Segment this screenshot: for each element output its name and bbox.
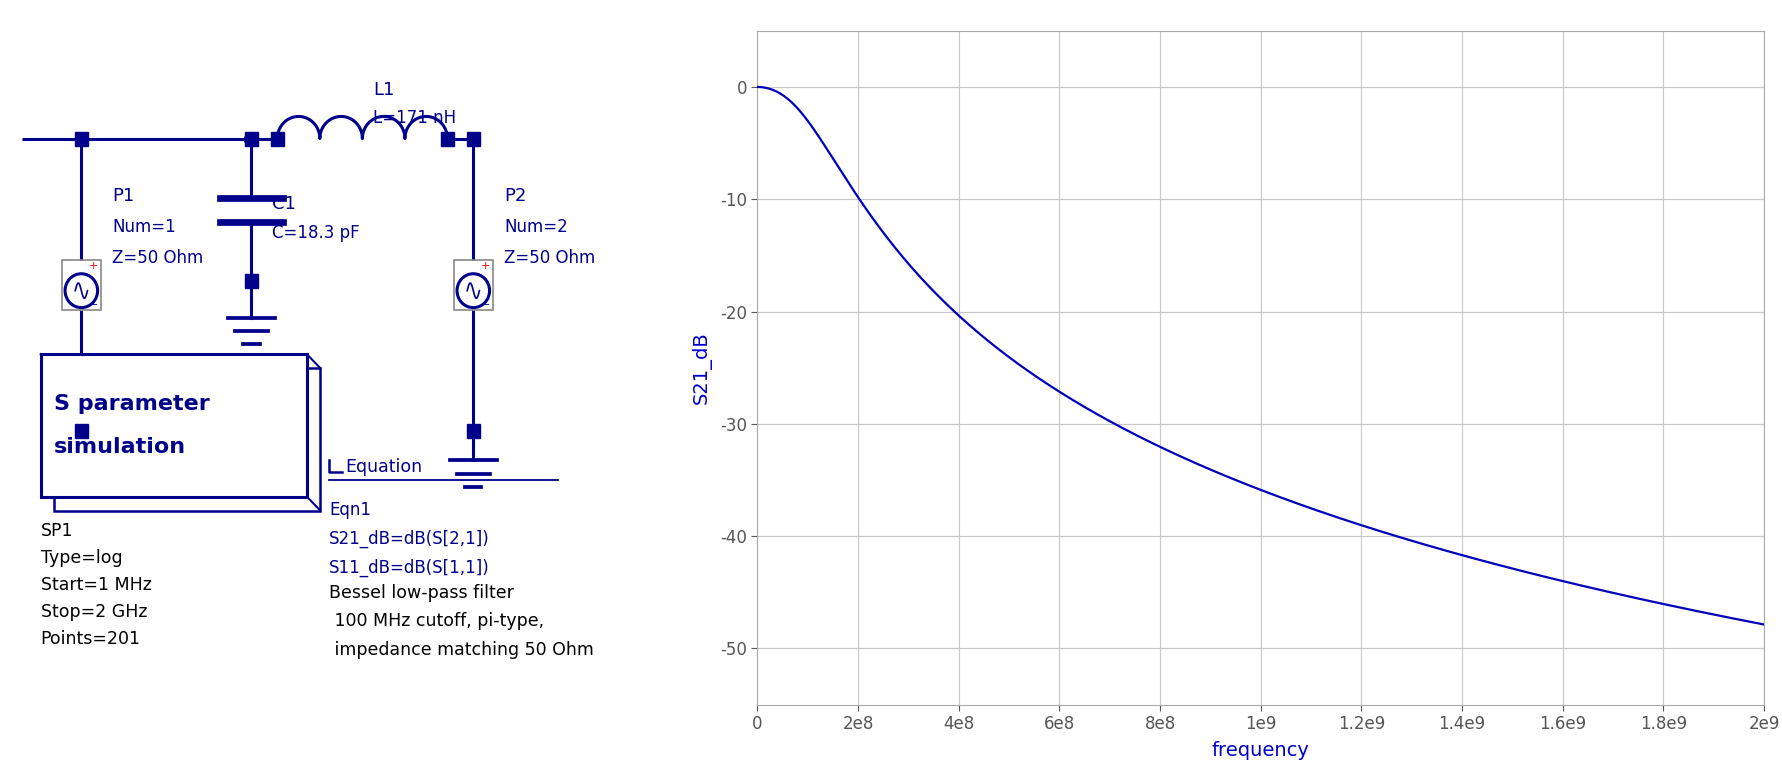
Text: P1: P1 bbox=[112, 187, 135, 206]
Text: Equation: Equation bbox=[346, 458, 422, 477]
Text: L1: L1 bbox=[374, 81, 396, 99]
Bar bbox=[467, 424, 479, 438]
Y-axis label: S21_dB: S21_dB bbox=[691, 331, 711, 404]
Text: L=171 nH: L=171 nH bbox=[374, 109, 456, 127]
Text: Points=201: Points=201 bbox=[41, 630, 141, 648]
Text: S11_dB=dB(S[1,1]): S11_dB=dB(S[1,1]) bbox=[330, 558, 490, 577]
Text: +: + bbox=[89, 261, 98, 271]
Bar bbox=[62, 260, 100, 310]
Bar bbox=[440, 132, 454, 146]
Text: −: − bbox=[481, 300, 490, 310]
Text: Num=1: Num=1 bbox=[112, 218, 176, 236]
Bar bbox=[75, 424, 87, 438]
Text: −: − bbox=[89, 300, 98, 310]
Text: C=18.3 pF: C=18.3 pF bbox=[273, 223, 360, 242]
Text: Eqn1: Eqn1 bbox=[330, 501, 371, 519]
Text: P2: P2 bbox=[504, 187, 527, 206]
Text: Start=1 MHz: Start=1 MHz bbox=[41, 576, 151, 594]
Text: Z=50 Ohm: Z=50 Ohm bbox=[112, 249, 203, 267]
Polygon shape bbox=[41, 354, 307, 497]
Text: Bessel low-pass filter: Bessel low-pass filter bbox=[330, 584, 513, 601]
Bar bbox=[271, 132, 283, 146]
Text: Num=2: Num=2 bbox=[504, 218, 568, 236]
Text: Z=50 Ohm: Z=50 Ohm bbox=[504, 249, 595, 267]
Text: Stop=2 GHz: Stop=2 GHz bbox=[41, 603, 148, 621]
Bar bbox=[244, 274, 258, 288]
Text: +: + bbox=[481, 261, 490, 271]
Text: 100 MHz cutoff, pi-type,: 100 MHz cutoff, pi-type, bbox=[330, 612, 544, 630]
Text: S parameter: S parameter bbox=[53, 394, 210, 414]
Text: Type=log: Type=log bbox=[41, 549, 123, 567]
Text: C1: C1 bbox=[273, 195, 296, 213]
Bar bbox=[467, 132, 479, 146]
X-axis label: frequency: frequency bbox=[1212, 742, 1310, 760]
Bar bbox=[75, 132, 87, 146]
Text: impedance matching 50 Ohm: impedance matching 50 Ohm bbox=[330, 641, 593, 658]
Text: SP1: SP1 bbox=[41, 522, 73, 540]
Text: simulation: simulation bbox=[53, 437, 185, 457]
Bar bbox=[454, 260, 492, 310]
Bar bbox=[244, 132, 258, 146]
Text: S21_dB=dB(S[2,1]): S21_dB=dB(S[2,1]) bbox=[330, 530, 490, 548]
